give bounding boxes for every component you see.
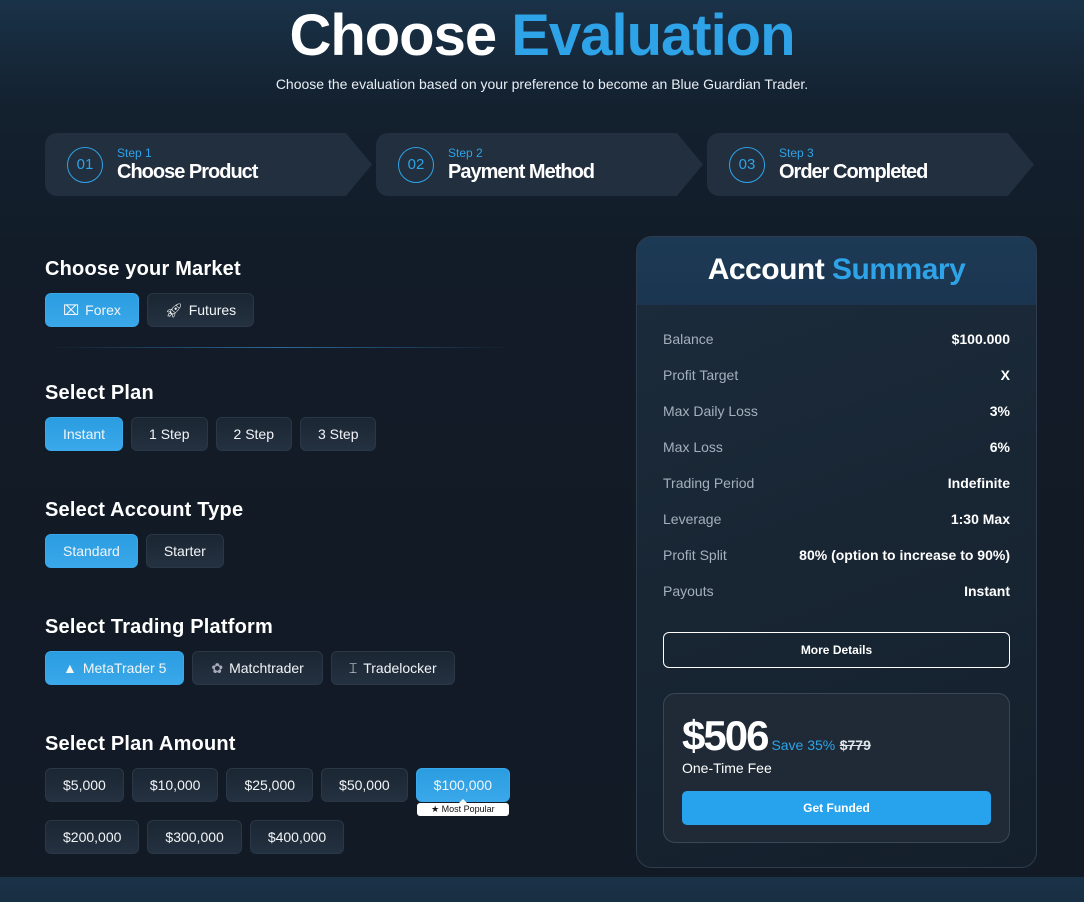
summary-title-accent: Summary	[832, 253, 966, 286]
step-1: 01 Step 1 Choose Product	[45, 133, 372, 196]
plan-instant-button[interactable]: Instant	[45, 417, 124, 451]
amount-5000-button[interactable]: $5,000	[45, 768, 124, 802]
summary-rows: Balance $100.000 Profit Target X Max Daily L…	[637, 305, 1036, 609]
rocket-icon: 🚀︎	[164, 301, 183, 318]
step-label: Step 3	[779, 145, 814, 160]
step-number: 01	[67, 146, 103, 183]
old-price: $779	[839, 737, 871, 753]
summary-value: Instant	[964, 583, 1010, 599]
title-main: Choose	[289, 3, 497, 68]
amount-25000-button[interactable]: $25,000	[226, 768, 314, 802]
plan-section: Select Plan Instant 1 Step 2 Step 3 Step	[45, 382, 525, 451]
account-summary-card: Account Summary Balance $100.000 Profit Ta…	[636, 236, 1037, 868]
get-funded-button[interactable]: Get Funded	[682, 791, 991, 825]
market-futures-button[interactable]: 🚀︎ Futures	[146, 293, 255, 327]
market-forex-button[interactable]: ⌧ Forex	[45, 293, 139, 327]
summary-row: Profit Split 80% (option to increase to 9…	[637, 537, 1036, 573]
summary-key: Max Loss	[663, 439, 723, 455]
step-2: 02 Step 2 Payment Method	[376, 133, 703, 196]
discount-label: Save 35%	[771, 737, 836, 753]
button-label: MetaTrader 5	[82, 660, 167, 676]
summary-title: Account Summary	[637, 237, 1036, 305]
summary-value: 80% (option to increase to 90%)	[799, 547, 1010, 563]
summary-key: Balance	[663, 331, 714, 347]
summary-value: $100.000	[951, 331, 1010, 347]
summary-key: Payouts	[663, 583, 714, 599]
divider	[45, 347, 515, 348]
tradelocker-icon: ⌶	[348, 659, 358, 676]
summary-value: 6%	[989, 439, 1010, 455]
stepper: 01 Step 1 Choose Product 02 Step 2 Payment M…	[45, 133, 1034, 196]
platform-heading: Select Trading Platform	[45, 616, 273, 638]
summary-row: Max Loss 6%	[637, 429, 1036, 465]
platform-section: Select Trading Platform ▲ MetaTrader 5 ✿ M…	[45, 616, 525, 685]
more-details-button[interactable]: More Details	[663, 632, 1010, 668]
title-accent: Evaluation	[511, 3, 795, 68]
summary-key: Profit Target	[663, 367, 739, 383]
summary-key: Trading Period	[663, 475, 755, 491]
account-type-heading: Select Account Type	[45, 499, 244, 521]
summary-row: Max Daily Loss 3%	[637, 393, 1036, 429]
amount-400000-button[interactable]: $400,000	[249, 820, 345, 854]
account-standard-button[interactable]: Standard	[45, 534, 138, 568]
account-type-section: Select Account Type Standard Starter	[45, 499, 525, 568]
step-3: 03 Step 3 Order Completed	[707, 133, 1034, 196]
amount-50000-button[interactable]: $50,000	[321, 768, 408, 802]
forex-icon: ⌧	[63, 301, 80, 318]
market-heading: Choose your Market	[45, 258, 241, 280]
platform-matchtrader-button[interactable]: ✿ Matchtrader	[192, 651, 323, 685]
button-label: $100,000	[433, 777, 493, 793]
step-number: 03	[729, 146, 765, 183]
platform-tradelocker-button[interactable]: ⌶ Tradelocker	[330, 651, 455, 685]
summary-value: 1:30 Max	[950, 511, 1010, 527]
step-name: Choose Product	[117, 160, 258, 183]
summary-key: Max Daily Loss	[663, 403, 758, 419]
step-label: Step 1	[117, 145, 152, 160]
step-name: Order Completed	[779, 160, 928, 183]
summary-row: Payouts Instant	[637, 573, 1036, 609]
fee-label: One-Time Fee	[682, 760, 772, 776]
button-label: Tradelocker	[363, 660, 437, 676]
amount-200000-button[interactable]: $200,000	[45, 820, 140, 854]
page-title: Choose Evaluation	[0, 2, 1084, 69]
summary-row: Profit Target X	[637, 357, 1036, 393]
button-label: Matchtrader	[229, 660, 304, 676]
plan-1-step-button[interactable]: 1 Step	[131, 417, 208, 451]
plan-2-step-button[interactable]: 2 Step	[215, 417, 292, 451]
plan-3-step-button[interactable]: 3 Step	[300, 417, 377, 451]
summary-value: 3%	[989, 403, 1010, 419]
summary-row: Leverage 1:30 Max	[637, 501, 1036, 537]
amount-300000-button[interactable]: $300,000	[147, 820, 242, 854]
amount-10000-button[interactable]: $10,000	[131, 768, 219, 802]
price-box: $506 Save 35% $779 One-Time Fee Get Funde…	[663, 693, 1010, 843]
step-name: Payment Method	[448, 160, 595, 183]
platform-metatrader-button[interactable]: ▲ MetaTrader 5	[45, 651, 185, 685]
button-label: Forex	[85, 302, 121, 318]
page-subtitle: Choose the evaluation based on your pref…	[275, 76, 809, 92]
price: $506	[682, 712, 769, 759]
step-number: 02	[398, 146, 434, 183]
market-section: Choose your Market ⌧ Forex 🚀︎ Futures	[45, 258, 525, 327]
summary-value: X	[1000, 367, 1010, 383]
plan-heading: Select Plan	[45, 382, 154, 404]
summary-title-main: Account	[707, 253, 825, 286]
summary-row: Balance $100.000	[637, 321, 1036, 357]
options-column: Choose your Market ⌧ Forex 🚀︎ Futures Sele…	[45, 258, 525, 902]
amount-heading: Select Plan Amount	[45, 733, 236, 755]
most-popular-badge: ★ Most Popular	[416, 799, 510, 816]
account-starter-button[interactable]: Starter	[145, 534, 224, 568]
summary-key: Profit Split	[663, 547, 727, 563]
amount-100000-button[interactable]: $100,000 ★ Most Popular	[415, 768, 511, 816]
summary-row: Trading Period Indefinite	[637, 465, 1036, 501]
button-label: Futures	[188, 302, 237, 318]
metatrader-icon: ▲	[63, 660, 77, 676]
summary-value: Indefinite	[947, 475, 1010, 491]
step-label: Step 2	[448, 145, 483, 160]
matchtrader-icon: ✿	[211, 659, 224, 676]
summary-key: Leverage	[663, 511, 722, 527]
amount-section: Select Plan Amount $5,000 $10,000 $25,00…	[45, 733, 525, 854]
